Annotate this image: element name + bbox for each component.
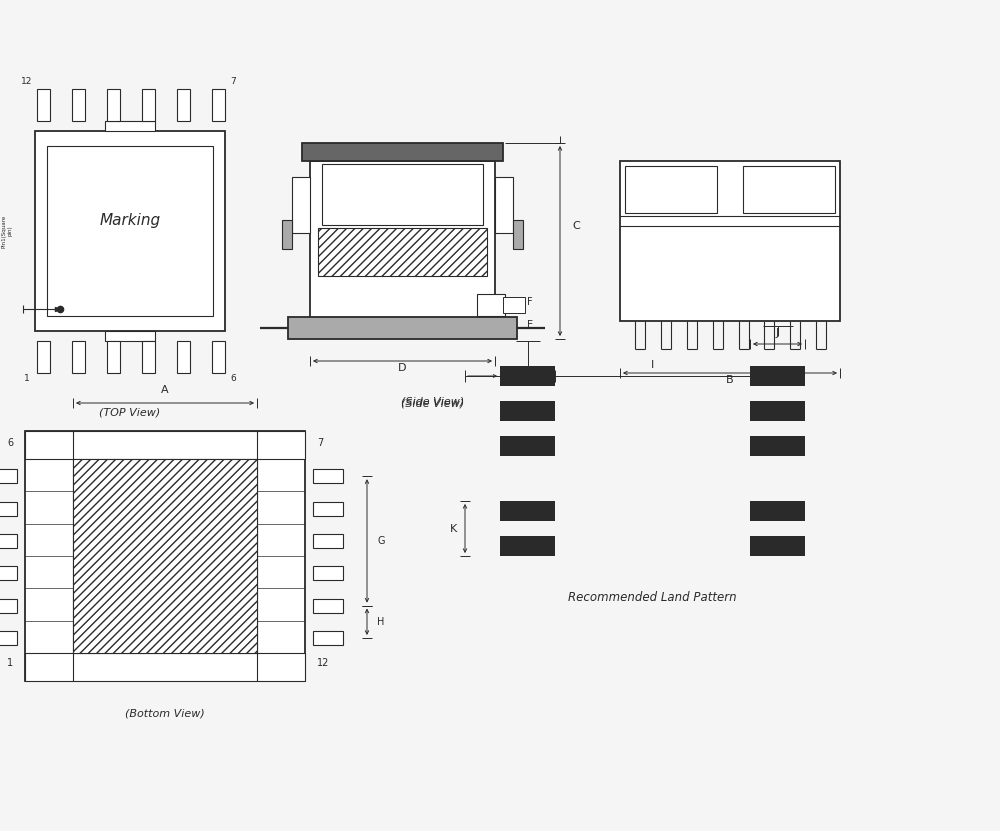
Text: Pin1(Square
pin): Pin1(Square pin) <box>2 214 12 248</box>
Bar <box>292 177 310 233</box>
Bar <box>302 143 503 161</box>
Bar <box>37 89 50 121</box>
Bar <box>212 89 225 121</box>
Text: 12: 12 <box>317 658 329 668</box>
Bar <box>313 566 343 580</box>
Bar <box>105 121 155 131</box>
Bar <box>313 598 343 612</box>
Bar <box>500 436 555 456</box>
Bar <box>0 598 17 612</box>
Text: D: D <box>398 363 407 373</box>
Bar <box>0 502 17 515</box>
Text: K: K <box>450 524 457 534</box>
Text: 7: 7 <box>317 438 323 448</box>
Bar <box>47 146 213 316</box>
Bar <box>0 470 17 484</box>
Bar <box>750 536 805 556</box>
Bar <box>0 534 17 548</box>
Bar <box>72 341 85 373</box>
Text: Marking: Marking <box>99 214 161 229</box>
Bar <box>743 166 835 213</box>
Bar <box>35 131 225 331</box>
Text: I: I <box>651 360 654 370</box>
Bar <box>503 297 525 313</box>
Text: Recommended Land Pattern: Recommended Land Pattern <box>568 591 737 604</box>
Text: 1: 1 <box>7 658 13 668</box>
Bar <box>25 653 305 681</box>
Text: H: H <box>377 617 384 627</box>
Bar <box>750 366 805 386</box>
Bar <box>625 166 717 213</box>
Text: E: E <box>527 320 533 330</box>
Bar <box>142 341 155 373</box>
Text: F: F <box>527 297 533 307</box>
Bar <box>288 317 517 339</box>
Bar <box>73 459 257 653</box>
Text: C: C <box>572 221 580 231</box>
Bar <box>318 229 487 276</box>
Bar <box>500 501 555 521</box>
Text: (Bottom View): (Bottom View) <box>125 709 205 719</box>
Text: A: A <box>161 385 169 395</box>
Bar <box>177 341 190 373</box>
Bar <box>37 341 50 373</box>
Bar <box>313 631 343 645</box>
Bar <box>750 501 805 521</box>
Bar <box>477 294 505 316</box>
Bar <box>142 89 155 121</box>
Text: 6: 6 <box>230 374 236 383</box>
Bar <box>313 502 343 515</box>
Bar <box>322 165 483 225</box>
Bar <box>25 431 305 681</box>
Bar <box>750 401 805 421</box>
Bar <box>310 161 495 321</box>
Bar <box>105 331 155 341</box>
Bar <box>72 89 85 121</box>
Text: (Side View): (Side View) <box>401 396 464 406</box>
Bar <box>0 631 17 645</box>
Bar <box>620 161 840 321</box>
Bar <box>500 401 555 421</box>
Bar <box>25 431 305 459</box>
Text: B: B <box>726 375 734 385</box>
Bar <box>177 89 190 121</box>
Text: 7: 7 <box>230 77 236 86</box>
Bar <box>313 470 343 484</box>
Bar <box>500 536 555 556</box>
Bar <box>212 341 225 373</box>
Bar <box>282 220 292 249</box>
Text: (Side View): (Side View) <box>401 398 464 408</box>
Bar <box>750 436 805 456</box>
Text: G: G <box>377 536 385 546</box>
Text: 12: 12 <box>21 77 33 86</box>
Bar <box>495 177 513 233</box>
Text: 1: 1 <box>24 374 30 383</box>
Bar <box>313 534 343 548</box>
Text: (TOP View): (TOP View) <box>99 408 161 418</box>
Bar <box>107 341 120 373</box>
Bar <box>0 566 17 580</box>
Bar <box>513 220 523 249</box>
Bar <box>107 89 120 121</box>
Text: J: J <box>776 328 779 338</box>
Bar <box>500 366 555 386</box>
Text: 6: 6 <box>7 438 13 448</box>
